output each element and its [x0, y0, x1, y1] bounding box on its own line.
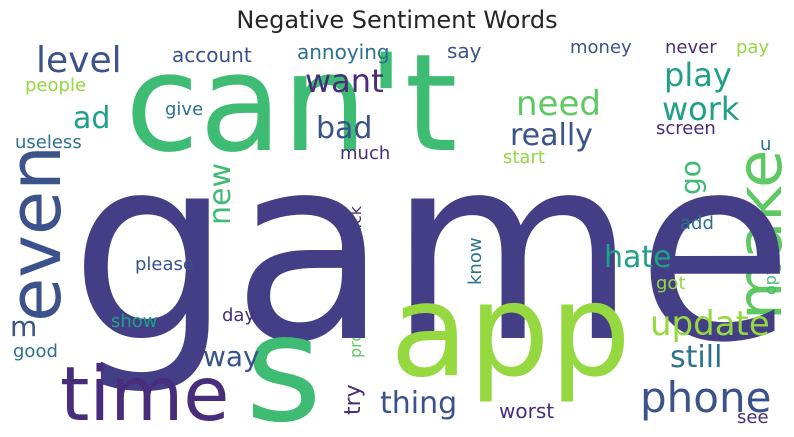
word-account: account — [172, 43, 252, 67]
word-see: see — [737, 407, 769, 428]
word-never: never — [665, 37, 717, 58]
word-m: m — [10, 310, 37, 343]
word-way: way — [203, 340, 260, 373]
page-title: Negative Sentiment Words — [236, 6, 558, 34]
word-u: u — [760, 134, 771, 155]
word-got: got — [656, 273, 686, 294]
word-want: want — [305, 62, 384, 100]
word-app: app — [390, 257, 631, 406]
word-hate: hate — [604, 240, 672, 275]
word-option: option — [761, 244, 780, 295]
word-pay: pay — [736, 37, 769, 58]
word-update: update — [650, 304, 770, 344]
word-useless: useless — [15, 132, 82, 153]
word-level: level — [36, 40, 122, 81]
word-try: try — [341, 384, 366, 415]
word-start: start — [503, 147, 545, 168]
word-work: work — [662, 90, 740, 128]
word-game: game — [70, 102, 793, 399]
word-still: still — [670, 340, 722, 375]
word-back: back — [346, 205, 365, 244]
word-day: day — [222, 305, 255, 326]
word-people: people — [25, 75, 86, 96]
word-please: please — [135, 254, 194, 275]
word-problem: problem — [346, 292, 365, 358]
word-phone: phone — [640, 373, 771, 422]
word-screen: screen — [656, 118, 716, 139]
word-show: show — [111, 311, 158, 332]
word-go: go — [674, 160, 707, 195]
word-cant: can't — [125, 25, 458, 182]
word-annoying: annoying — [297, 40, 390, 64]
word-say: say — [447, 39, 482, 63]
word-s: s — [245, 283, 322, 437]
word-money: money — [570, 37, 632, 58]
word-play: play — [664, 56, 732, 94]
word-new: new — [203, 163, 238, 225]
word-worst: worst — [499, 399, 554, 423]
word-good: good — [13, 341, 58, 362]
word-thing: thing — [380, 386, 457, 421]
word-give: give — [165, 99, 203, 120]
word-really: really — [510, 118, 593, 153]
word-make: make — [723, 150, 794, 320]
word-even: even — [0, 145, 77, 322]
word-add: add — [680, 213, 714, 234]
word-much: much — [340, 143, 390, 164]
word-ad: ad — [73, 101, 110, 136]
word-bad: bad — [316, 111, 372, 146]
word-need: need — [516, 84, 601, 124]
word-time: time — [60, 350, 229, 437]
word-know: know — [465, 237, 486, 285]
